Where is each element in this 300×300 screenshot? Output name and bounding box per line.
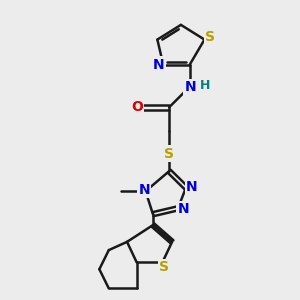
Text: N: N bbox=[186, 180, 198, 194]
Text: S: S bbox=[164, 146, 174, 161]
Text: N: N bbox=[138, 183, 150, 197]
Text: H: H bbox=[200, 79, 210, 92]
Text: N: N bbox=[178, 202, 189, 216]
Text: N: N bbox=[184, 80, 196, 94]
Text: S: S bbox=[159, 260, 169, 274]
Text: S: S bbox=[205, 30, 215, 44]
Text: O: O bbox=[131, 100, 143, 114]
Text: N: N bbox=[153, 58, 165, 72]
